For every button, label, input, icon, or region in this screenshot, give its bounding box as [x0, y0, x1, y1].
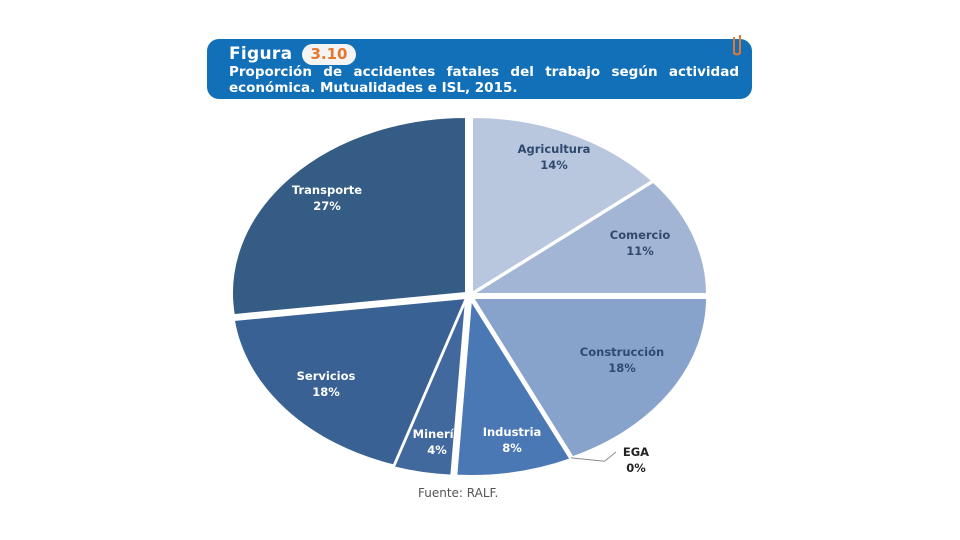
- slice-value-ega: 0%: [626, 461, 646, 475]
- pie-slice-transporte: [231, 115, 467, 317]
- slice-value-industria: 8%: [502, 441, 522, 455]
- pie-slice-construccion: [471, 297, 709, 459]
- slice-name-agricultura: Agricultura: [518, 142, 591, 156]
- figure-label: Figura: [229, 44, 293, 64]
- leader-line-ega: [564, 451, 617, 462]
- slice-value-mineria: 4%: [427, 443, 447, 457]
- pie-slice-agricultura: [471, 115, 654, 295]
- slice-name-servicios: Servicios: [297, 369, 356, 383]
- figure-banner: [207, 39, 752, 99]
- pie-slice-mineria: [392, 299, 467, 477]
- slice-name-comercio: Comercio: [610, 228, 671, 242]
- paperclip-icon: [733, 35, 741, 56]
- pie-slice-industria: [455, 296, 573, 477]
- slice-value-comercio: 11%: [626, 244, 654, 258]
- source-note: Fuente: RALF.: [418, 486, 499, 500]
- slice-name-mineria: Minería: [413, 427, 462, 441]
- slice-value-servicios: 18%: [312, 385, 340, 399]
- figure-number-badge: 3.10: [302, 44, 356, 65]
- slice-name-industria: Industria: [483, 425, 542, 439]
- pie-slice-comercio: [469, 180, 709, 295]
- pie-slice-servicios: [232, 296, 468, 467]
- slice-value-construccion: 18%: [608, 361, 636, 375]
- slice-value-agricultura: 14%: [540, 158, 568, 172]
- slice-name-construccion: Construcción: [580, 345, 664, 359]
- slice-name-ega: EGA: [623, 445, 649, 459]
- figure-title: Proporción de accidentes fatales del tra…: [229, 64, 739, 96]
- slice-name-transporte: Transporte: [292, 183, 362, 197]
- slice-value-transporte: 27%: [313, 199, 341, 213]
